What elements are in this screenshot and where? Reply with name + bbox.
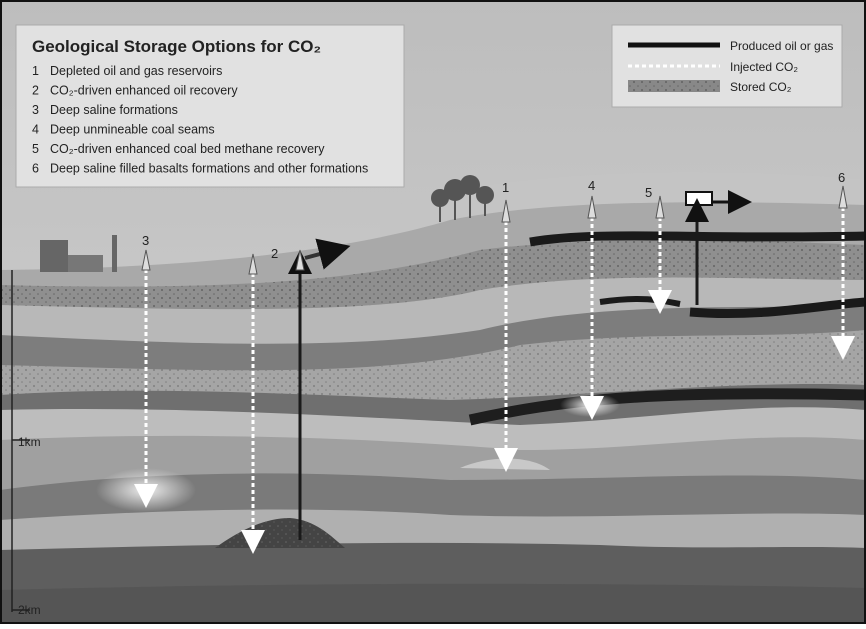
option-number: 4 (32, 123, 39, 137)
well-label: 4 (588, 178, 595, 193)
legend-label: Injected CO₂ (730, 60, 798, 74)
option-label: Deep unmineable coal seams (50, 123, 215, 137)
depth-scale (11, 270, 30, 612)
surface-features (40, 175, 752, 272)
option-label: CO₂-driven enhanced coal bed methane rec… (50, 142, 325, 156)
title: Geological Storage Options for CO₂ (32, 37, 321, 56)
option-number: 1 (32, 64, 39, 78)
option-number: 3 (32, 103, 39, 117)
option-label: Depleted oil and gas reservoirs (50, 64, 222, 78)
wells (134, 185, 855, 554)
well-label: 3 (142, 233, 149, 248)
well-labels: 3 2 1 4 5 6 (142, 170, 845, 261)
well-label: 5 (645, 185, 652, 200)
well-label: 2 (271, 246, 278, 261)
legend: Produced oil or gas Injected CO₂ Stored … (611, 24, 843, 108)
depth-label: 2km (18, 603, 41, 617)
options-box: Geological Storage Options for CO₂ 1 Depl… (15, 24, 405, 188)
well-label: 1 (502, 180, 509, 195)
legend-label: Stored CO₂ (730, 80, 792, 94)
strata (0, 202, 866, 624)
depth-label: 1km (18, 435, 41, 449)
well-label: 6 (838, 170, 845, 185)
option-number: 5 (32, 142, 39, 156)
option-number: 2 (32, 84, 39, 98)
option-label: Deep saline filled basalts formations an… (50, 162, 368, 176)
option-label: CO₂-driven enhanced oil recovery (50, 84, 238, 98)
option-label: Deep saline formations (50, 103, 178, 117)
legend-label: Produced oil or gas (730, 39, 833, 53)
option-number: 6 (32, 162, 39, 176)
